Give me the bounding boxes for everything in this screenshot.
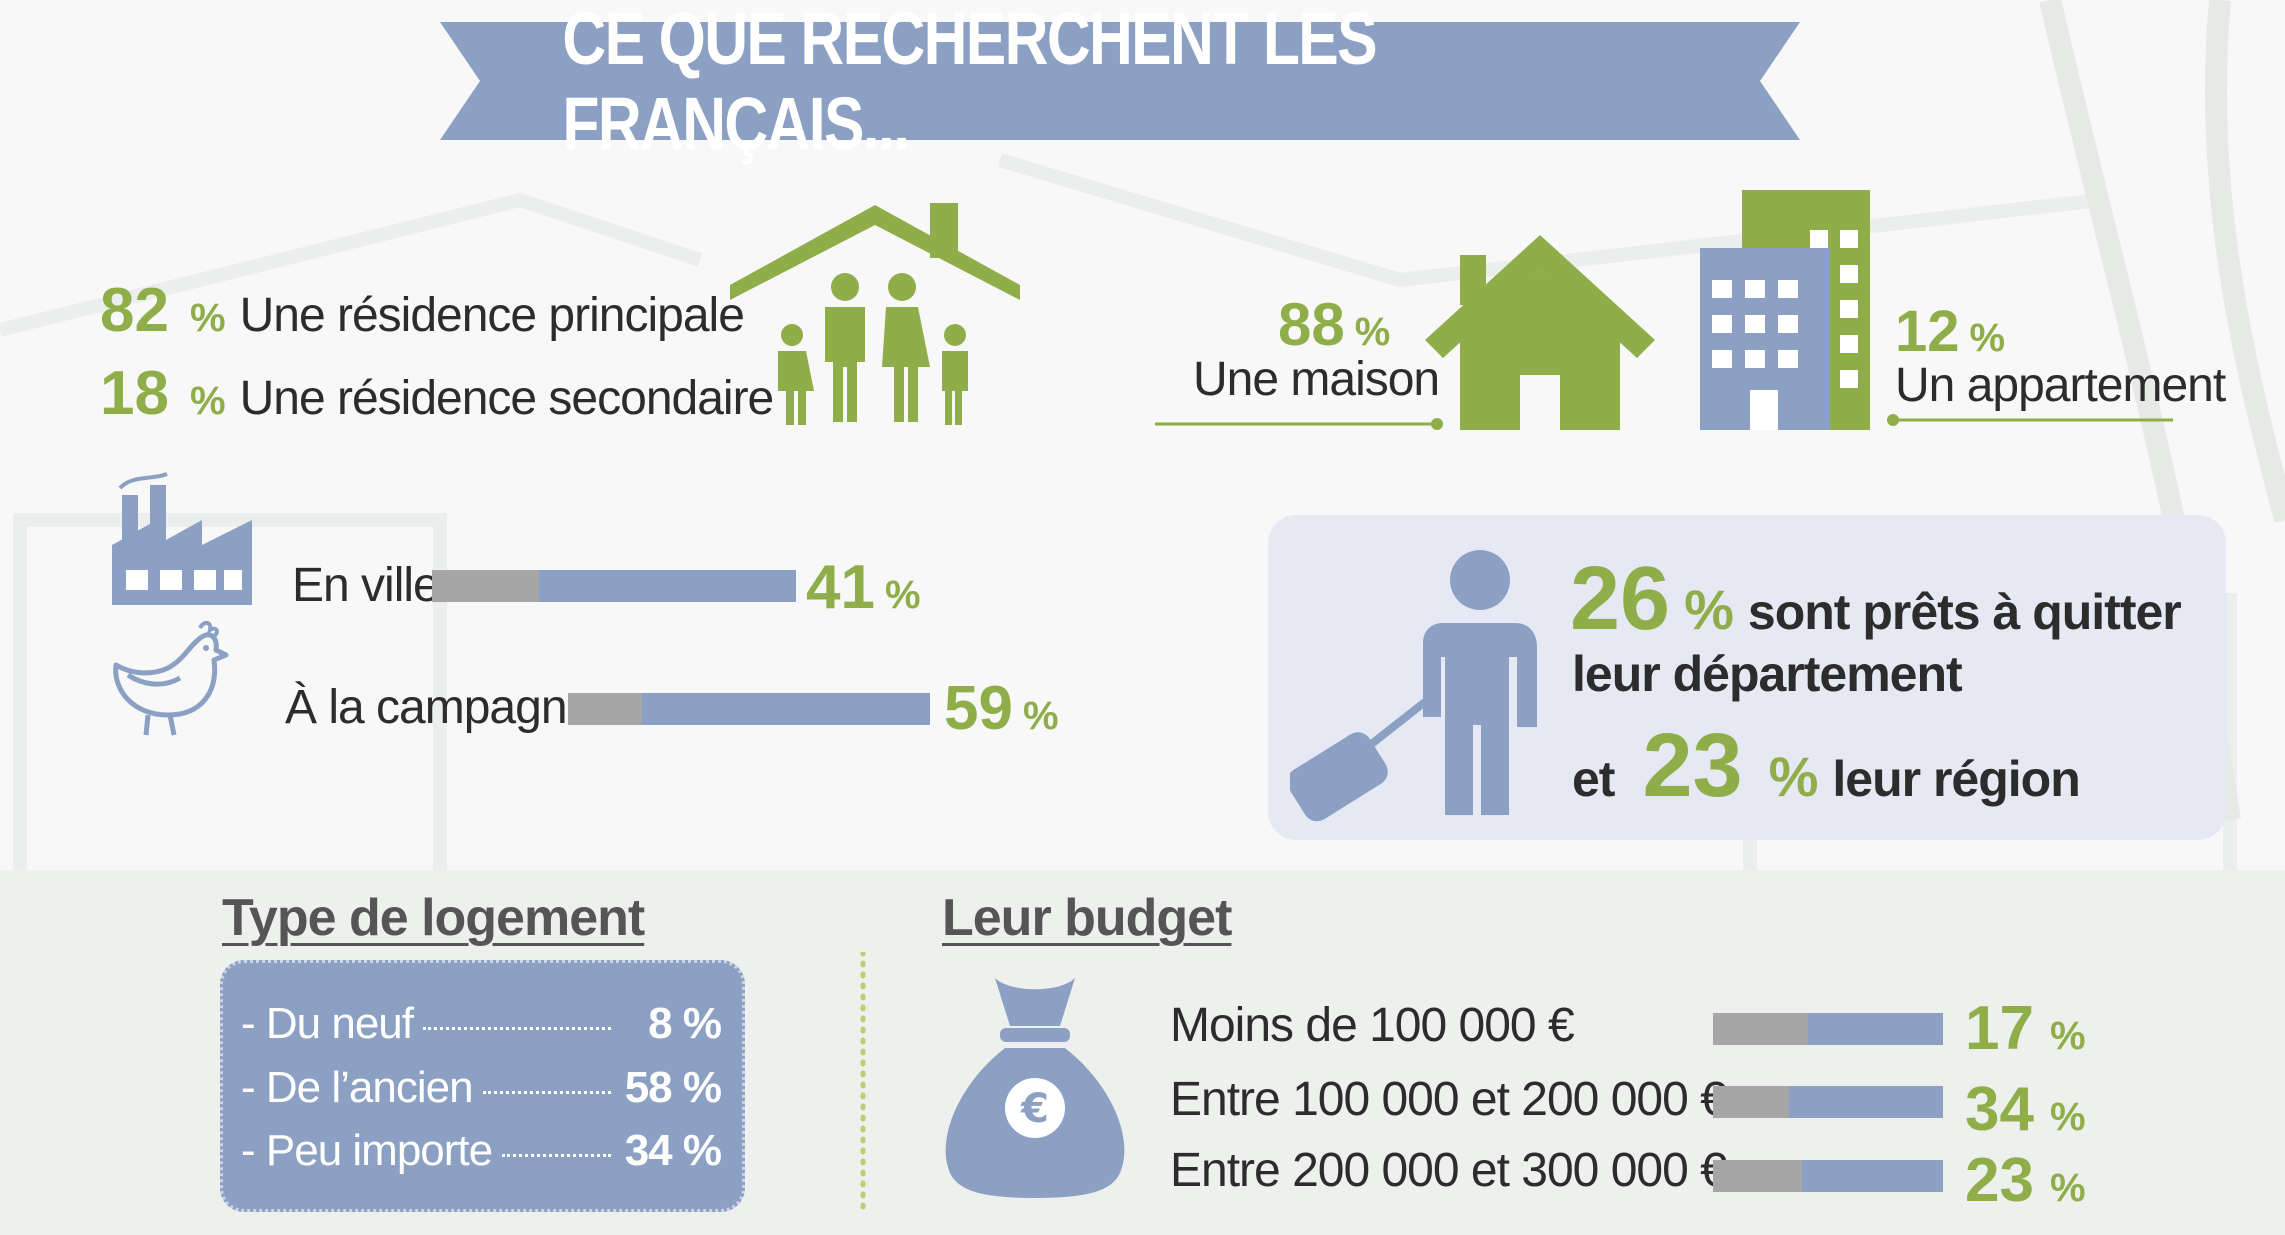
- euro-symbol: €: [1020, 1086, 1049, 1132]
- location-city-unit: %: [884, 573, 921, 617]
- residence-secondary-label: Une résidence secondaire: [239, 372, 775, 425]
- budget-row-3-bar-fill: [1802, 1160, 1943, 1192]
- factory-icon: [112, 472, 252, 605]
- location-country-bar-rest: [568, 693, 642, 725]
- mobility-dept-text-2: leur département: [1572, 646, 1963, 702]
- location-country-unit: %: [1022, 694, 1059, 738]
- apartment-value-group: 12 %: [1895, 298, 2005, 365]
- type-row-ancien: - De l’ancien 58 %: [241, 1063, 722, 1113]
- budget-row-2-label: Entre 100 000 et 200 000 €: [1170, 1073, 1727, 1126]
- mobility-dept-line: 26 % sont prêts à quitter: [1570, 548, 2182, 651]
- type-row-neuf: - Du neuf 8 %: [241, 999, 722, 1049]
- house-underline: [1155, 418, 1443, 430]
- residence-secondary-unit: %: [190, 379, 226, 423]
- budget-row-3-bar: [1713, 1160, 1943, 1192]
- type-row-peu-importe: - Peu importe 34 %: [241, 1126, 722, 1176]
- budget-row-2-unit: %: [2049, 1095, 2086, 1139]
- house-unit: %: [1354, 310, 1391, 354]
- apartment-unit: %: [1969, 316, 2006, 360]
- mobility-region-unit: %: [1768, 745, 1819, 808]
- budget-row-3-bar-rest: [1713, 1160, 1802, 1192]
- location-city-value-group: 41 %: [806, 552, 921, 623]
- location-city-value: 41: [806, 553, 875, 622]
- mobility-region-text: leur région: [1832, 751, 2080, 807]
- type-row-peu-importe-value: 34 %: [624, 1126, 722, 1175]
- house-value-group: 88 %: [1278, 290, 1390, 359]
- type-row-ancien-label: - De l’ancien: [241, 1063, 474, 1112]
- residence-principal-unit: %: [190, 296, 226, 340]
- location-city-bar-fill: [539, 570, 796, 602]
- budget-row-2-bar-rest: [1713, 1086, 1789, 1118]
- residence-principal-row: 82 % Une résidence principale: [100, 275, 745, 346]
- budget-row-2-value: 34: [1965, 1075, 2034, 1144]
- mobility-dept-value: 26: [1570, 549, 1671, 649]
- budget-row-1-bar-rest: [1713, 1013, 1808, 1045]
- mobility-dept-text-1: sont prêts à quitter: [1747, 584, 2182, 640]
- house-icon: [1425, 235, 1655, 430]
- apartment-value: 12: [1895, 299, 1960, 364]
- type-row-peu-importe-label: - Peu importe: [241, 1126, 493, 1175]
- budget-row-1-value: 17: [1965, 994, 2034, 1063]
- chicken-icon: [113, 621, 229, 736]
- apartment-underline: [1887, 414, 2173, 426]
- location-city-bar-rest: [432, 570, 539, 602]
- type-row-peu-importe-leader: [502, 1154, 611, 1157]
- page-title: CE QUE RECHERCHENT LES FRANÇAIS...: [562, 0, 1377, 165]
- type-row-neuf-value: 8 %: [648, 999, 722, 1048]
- type-row-neuf-label: - Du neuf: [241, 999, 414, 1048]
- budget-row-1-label: Moins de 100 000 €: [1170, 999, 1575, 1052]
- location-country-bar-fill: [642, 693, 930, 725]
- house-label: Une maison: [1193, 353, 1440, 406]
- apartment-building-icon: [1700, 190, 1870, 430]
- residence-principal-value: 82: [100, 276, 169, 345]
- mobility-region-value: 23: [1642, 716, 1743, 816]
- budget-title: Leur budget: [942, 889, 1232, 947]
- budget-row-1-bar-fill: [1808, 1013, 1943, 1045]
- budget-row-2-value-group: 34 %: [1965, 1074, 2086, 1145]
- location-country-value-group: 59 %: [944, 673, 1059, 744]
- budget-row-1-bar: [1713, 1013, 1943, 1045]
- budget-row-3-value: 23: [1965, 1146, 2034, 1215]
- type-row-ancien-value: 58 %: [624, 1063, 722, 1112]
- location-country-value: 59: [944, 674, 1013, 743]
- house-value: 88: [1278, 291, 1345, 358]
- money-bag-icon: €: [945, 978, 1125, 1198]
- budget-row-1-unit: %: [2049, 1014, 2086, 1058]
- residence-secondary-row: 18 % Une résidence secondaire: [100, 358, 775, 429]
- residence-principal-label: Une résidence principale: [239, 289, 745, 342]
- budget-row-2-bar: [1713, 1086, 1943, 1118]
- location-country-label: À la campagne: [285, 681, 593, 734]
- type-row-neuf-leader: [422, 1027, 611, 1030]
- budget-row-3-unit: %: [2049, 1166, 2086, 1210]
- traveler-suitcase-icon: [1290, 550, 1537, 822]
- location-city-bar: [432, 570, 796, 602]
- residence-secondary-value: 18: [100, 359, 169, 428]
- type-logement-box: - Du neuf 8 % - De l’ancien 58 % - Peu i…: [220, 960, 745, 1212]
- section-divider: [860, 952, 866, 1212]
- budget-row-1-value-group: 17 %: [1965, 993, 2086, 1064]
- mobility-connector: et: [1572, 751, 1615, 807]
- type-row-ancien-leader: [482, 1091, 611, 1094]
- location-country-bar: [568, 693, 930, 725]
- mobility-dept-unit: %: [1684, 578, 1734, 641]
- budget-row-3-label: Entre 200 000 et 300 000 €: [1170, 1144, 1727, 1197]
- budget-row-3-value-group: 23 %: [1965, 1145, 2086, 1216]
- budget-row-2-bar-fill: [1789, 1086, 1943, 1118]
- location-city-label: En ville: [292, 559, 440, 612]
- mobility-region-line: et 23 % leur région: [1572, 715, 2081, 818]
- title-banner: [440, 22, 1800, 140]
- family-house-icon: [730, 203, 1020, 425]
- apartment-label: Un appartement: [1895, 359, 2226, 412]
- type-logement-title: Type de logement: [222, 889, 645, 947]
